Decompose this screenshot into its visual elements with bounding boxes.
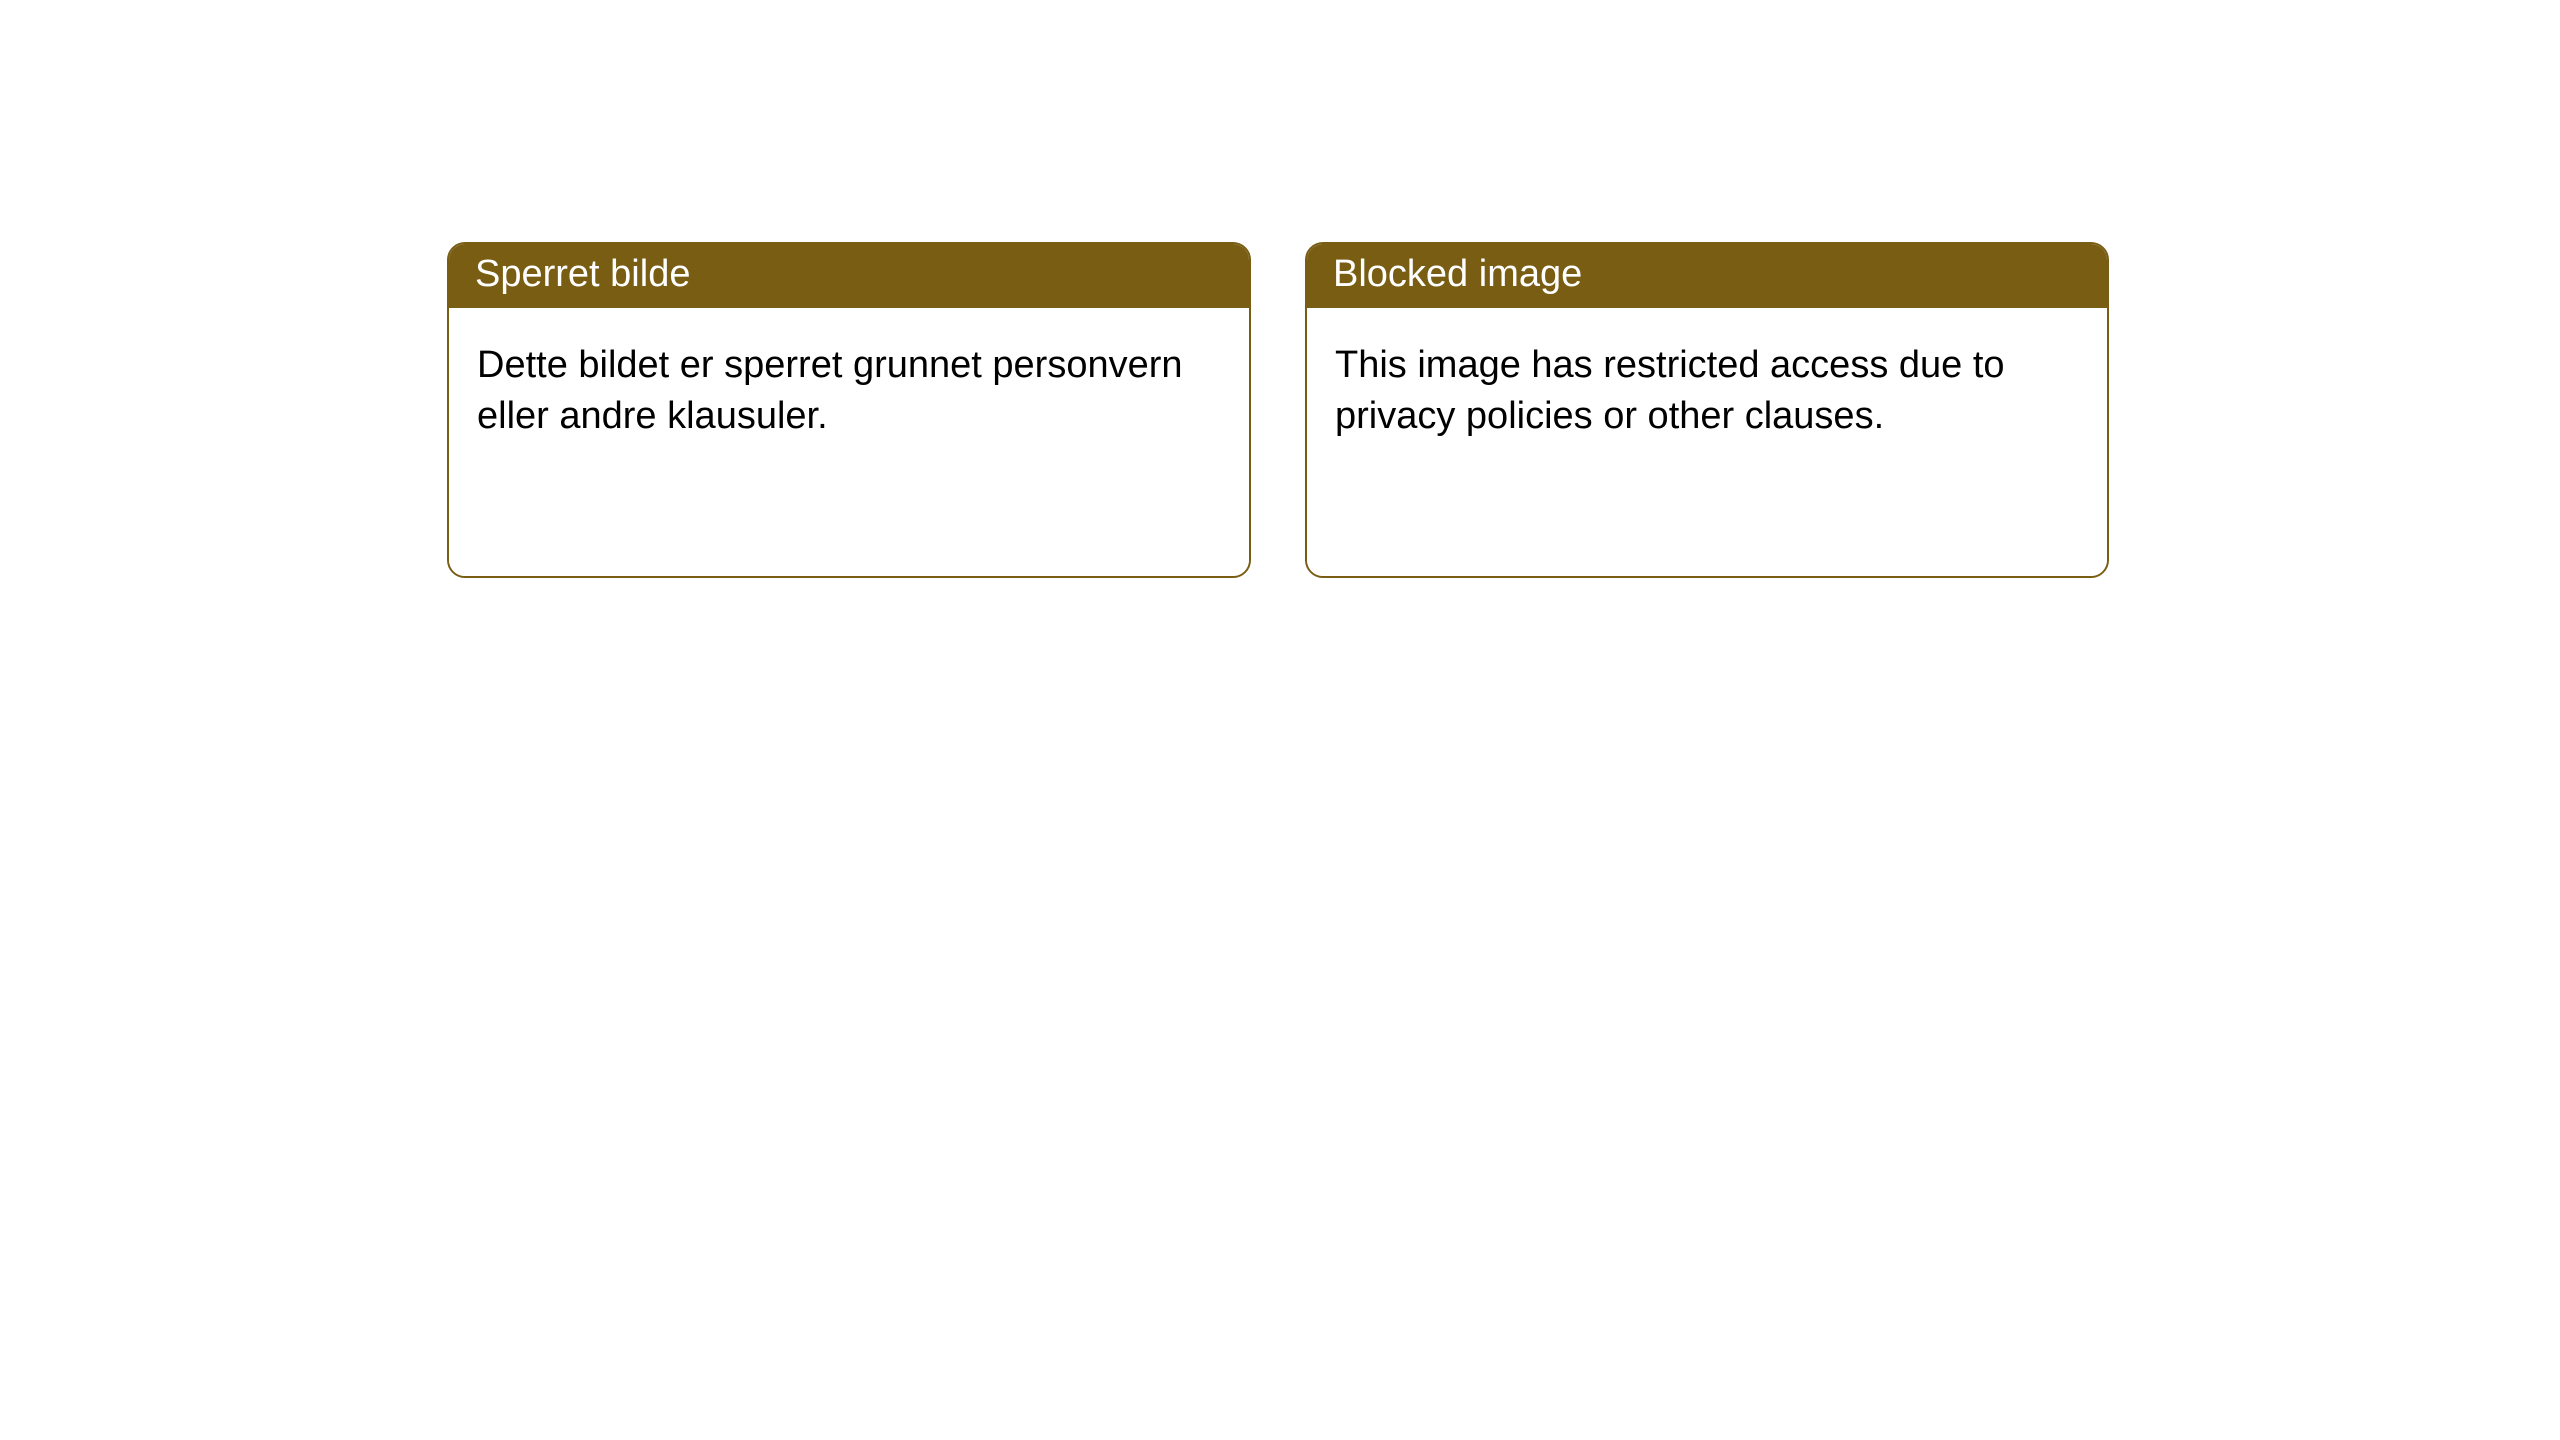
notice-title: Sperret bilde xyxy=(449,244,1249,308)
notice-card-english: Blocked image This image has restricted … xyxy=(1305,242,2109,578)
notice-title: Blocked image xyxy=(1307,244,2107,308)
notice-container: Sperret bilde Dette bildet er sperret gr… xyxy=(447,242,2109,578)
notice-body: This image has restricted access due to … xyxy=(1307,308,2107,576)
notice-card-norwegian: Sperret bilde Dette bildet er sperret gr… xyxy=(447,242,1251,578)
notice-body: Dette bildet er sperret grunnet personve… xyxy=(449,308,1249,576)
